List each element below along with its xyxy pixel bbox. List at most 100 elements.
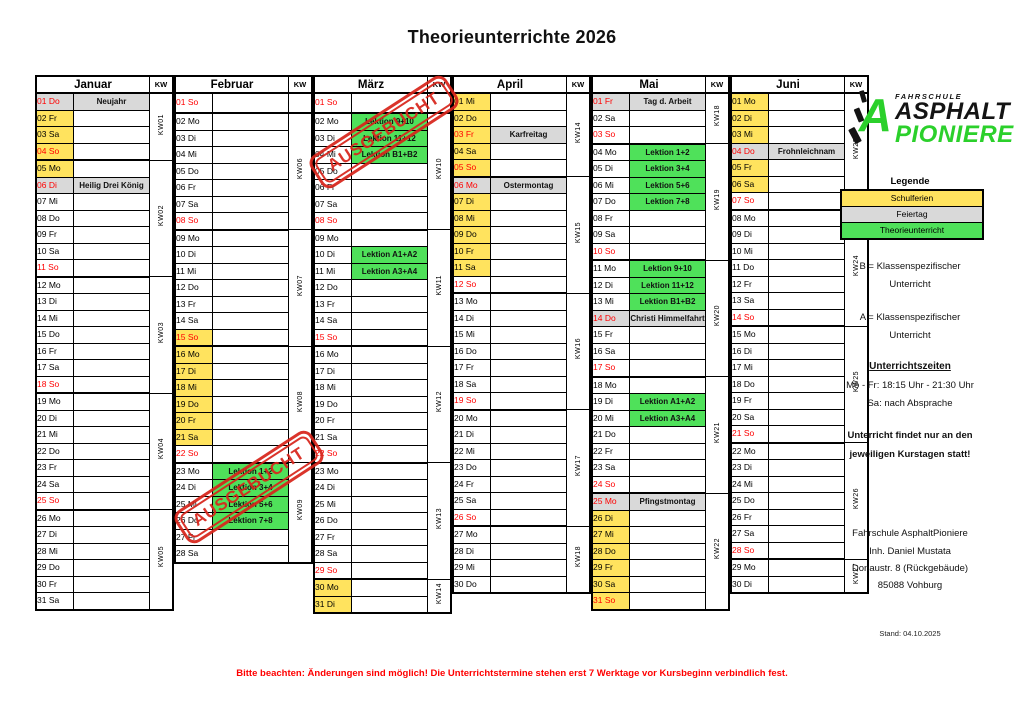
event-cell — [212, 146, 289, 164]
address-line3: Donaustr. 8 (Rückgebäude) — [851, 563, 969, 574]
event-cell — [351, 561, 428, 580]
day-cell: 12 Mo — [35, 276, 74, 294]
day-cell: 13 Sa — [730, 292, 769, 310]
day-row: 02 Fr — [35, 109, 173, 127]
logo-mark: A — [846, 88, 892, 150]
day-row: 01 So — [313, 92, 452, 114]
event-cell — [768, 292, 845, 310]
event-cell — [73, 559, 150, 577]
day-row: 18 So — [35, 375, 173, 394]
day-cell: 08 Do — [35, 209, 74, 227]
notice-line2: jeweiligen Kurstagen statt! — [849, 449, 971, 460]
day-row: 27 Mi — [591, 526, 729, 544]
address-line4: 85088 Vohburg — [877, 580, 943, 591]
day-row: 23 Mo KW13 — [313, 462, 452, 580]
day-cell: 23 Fr — [35, 459, 74, 477]
day-cell: 21 Sa — [174, 428, 213, 446]
day-row: 26 Mo KW05 — [35, 509, 174, 610]
day-cell: 05 So — [452, 159, 491, 178]
event-cell — [768, 242, 845, 260]
day-cell: 06 Mi — [591, 176, 630, 194]
day-cell: 23 Mo — [313, 462, 352, 480]
month-name: Januar — [35, 75, 150, 94]
day-row: 31 Di — [313, 595, 451, 614]
day-cell: 07 Di — [452, 193, 491, 211]
day-row: 13 Di — [35, 293, 173, 311]
day-cell: 09 Do — [452, 226, 491, 244]
day-cell: 18 Mi — [313, 379, 352, 397]
day-row: 10 Fr — [452, 242, 590, 260]
event-cell — [73, 475, 150, 493]
event-cell — [351, 578, 428, 597]
day-cell: 24 Fr — [452, 475, 491, 493]
event-cell: Lektion 3+4 — [212, 479, 289, 497]
month-table: Februar KW 01 So 02 Mo KW06 03 Di 04 Mi 05 Do 06… — [174, 75, 313, 564]
day-row: 10 So — [591, 242, 729, 261]
day-row: 19 Do — [313, 395, 451, 413]
day-cell: 03 Fr — [452, 126, 491, 144]
footer-note: Bitte beachten: Änderungen sind möglich!… — [236, 668, 788, 679]
kw-header: KW — [149, 75, 174, 94]
day-row: 08 Do — [35, 209, 173, 227]
day-cell: 16 Di — [730, 342, 769, 360]
event-cell — [351, 195, 428, 213]
day-cell: 19 Mo — [35, 392, 74, 411]
event-cell — [768, 459, 845, 477]
event-cell — [490, 508, 567, 527]
kw-cell: KW06 — [288, 112, 313, 230]
day-cell: 30 Di — [730, 575, 769, 594]
day-cell: 19 So — [452, 392, 491, 411]
day-row: 03 Di Lektion 11+12 — [313, 129, 451, 147]
day-cell: 06 Di — [35, 176, 74, 194]
day-row: 22 So — [313, 445, 451, 464]
event-cell — [212, 279, 289, 297]
day-row: 06 Fr — [174, 179, 312, 197]
day-cell: 04 Mi — [174, 146, 213, 164]
kw-cell: KW04 — [149, 392, 174, 510]
day-row: 07 So — [730, 192, 868, 211]
day-cell: 03 So — [591, 126, 630, 145]
event-cell — [490, 92, 567, 111]
day-cell: 13 Di — [35, 293, 74, 311]
day-row: 24 Di Lektion 3+4 — [174, 479, 312, 497]
day-row: 29 Fr — [591, 559, 729, 577]
day-cell: 16 Mo — [174, 345, 213, 364]
day-row: 06 Di Heilig Drei König — [35, 176, 173, 194]
day-row: 21 Mi — [35, 426, 173, 444]
day-row: 09 Mo KW07 — [174, 229, 313, 347]
kw-cell: KW18 — [566, 525, 591, 594]
event-cell: Lektion A1+A2 — [351, 246, 428, 264]
day-cell: 21 Sa — [313, 428, 352, 446]
day-cell: 19 Do — [313, 395, 352, 413]
kw-cell: KW20 — [705, 259, 730, 377]
event-cell — [768, 408, 845, 426]
day-cell: 12 So — [452, 275, 491, 294]
day-cell: 05 Mo — [35, 159, 74, 178]
day-row: 20 Fr — [313, 412, 451, 430]
day-row: 03 Mi — [730, 126, 868, 144]
class-a-note-line1: A = Klassenspezifischer — [859, 312, 961, 323]
day-row: 12 Fr — [730, 275, 868, 293]
event-cell — [73, 342, 150, 360]
day-row: 08 So — [174, 212, 312, 231]
event-cell — [212, 428, 289, 446]
event-cell — [490, 442, 567, 460]
event-cell — [73, 242, 150, 260]
day-row: 14 So — [730, 308, 868, 327]
day-cell: 20 Di — [35, 409, 74, 427]
event-cell — [629, 526, 706, 544]
kw-cell: KW18 — [705, 92, 730, 144]
day-cell: 01 So — [313, 92, 352, 114]
day-cell: 10 Sa — [35, 242, 74, 260]
day-cell: 09 Di — [730, 226, 769, 244]
day-cell: 18 Sa — [452, 375, 491, 393]
event-cell — [629, 376, 706, 394]
day-cell: 05 Do — [174, 162, 213, 180]
day-cell: 05 Di — [591, 160, 630, 178]
event-cell — [73, 309, 150, 327]
day-cell: 09 Mo — [313, 229, 352, 247]
day-row: 20 Mo KW17 — [452, 409, 591, 527]
day-row: 02 Mo KW06 — [174, 112, 313, 230]
day-cell: 13 Fr — [313, 295, 352, 313]
day-cell: 04 Do — [730, 142, 769, 160]
